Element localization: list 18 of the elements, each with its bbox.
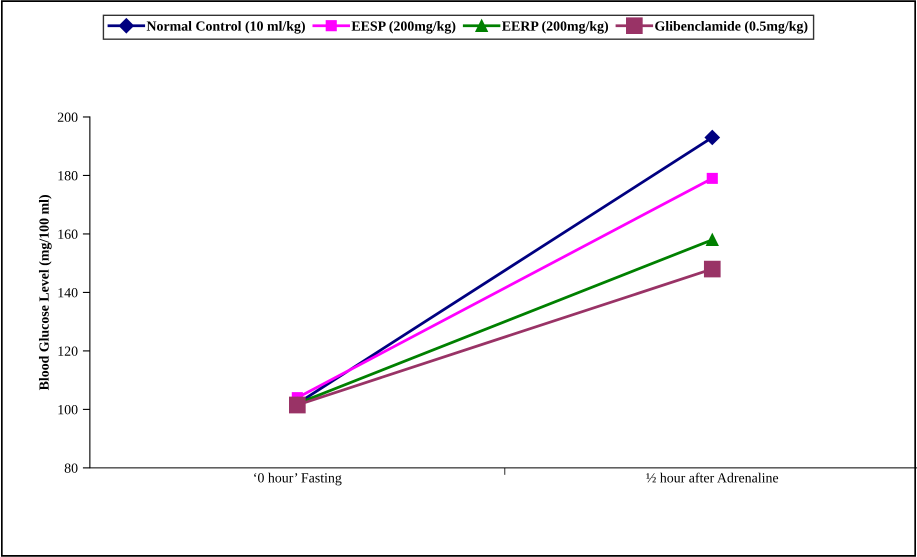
point bbox=[704, 130, 720, 146]
legend-label: EERP (200mg/kg) bbox=[502, 20, 608, 34]
y-tick-label: 80 bbox=[64, 463, 78, 473]
point bbox=[704, 260, 721, 278]
y-tick-label: 180 bbox=[58, 171, 78, 180]
point bbox=[706, 234, 719, 246]
y-tick-label: 120 bbox=[58, 346, 78, 356]
y-tick-label: 200 bbox=[58, 112, 78, 122]
y-axis-title: Blood Glucose Level (mg/100 ml) bbox=[38, 195, 52, 390]
y-tick-label: 160 bbox=[58, 230, 78, 239]
legend-label: Normal Control (10 ml/kg) bbox=[146, 20, 305, 34]
legend-label: EESP (200mg/kg) bbox=[352, 20, 456, 34]
x-tick-label: ‘0 hour’ Fasting bbox=[254, 472, 342, 486]
y-tick-label: 140 bbox=[58, 288, 78, 298]
y-tick-label: 100 bbox=[58, 404, 78, 414]
legend-label: Glibenclamide (0.5mg/kg) bbox=[655, 20, 808, 34]
point bbox=[706, 172, 718, 184]
x-tick-label: ½ hour after Adrenaline bbox=[646, 472, 778, 483]
